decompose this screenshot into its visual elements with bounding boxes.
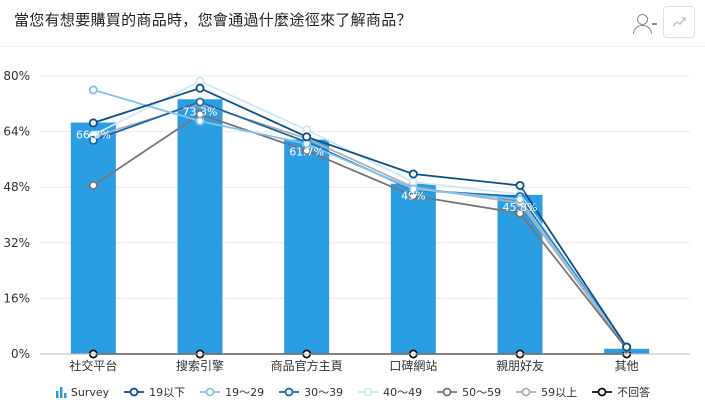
data-point bbox=[408, 184, 418, 194]
legend-item[interactable]: 59以上 bbox=[515, 384, 577, 400]
y-tick-label: 48% bbox=[3, 180, 30, 194]
chart-legend: Survey 19以下 19〜29 30〜39 40〜49 50〜59 59以上 不回答 bbox=[0, 384, 705, 400]
legend-item[interactable]: 30〜39 bbox=[278, 384, 343, 400]
y-tick-label: 0% bbox=[11, 347, 30, 361]
user-filter-icon[interactable] bbox=[631, 8, 657, 36]
y-tick-label: 32% bbox=[3, 236, 30, 250]
data-point bbox=[622, 342, 632, 352]
legend-item[interactable]: 不回答 bbox=[591, 384, 650, 400]
legend-label: 59以上 bbox=[541, 386, 578, 399]
x-tick-label: 其他 bbox=[615, 359, 639, 373]
legend-item[interactable]: 50〜59 bbox=[436, 384, 501, 400]
data-point bbox=[88, 118, 98, 128]
x-tick-label: 親朋好友 bbox=[496, 359, 544, 373]
trend-toggle-button[interactable] bbox=[663, 6, 695, 38]
data-point bbox=[195, 83, 205, 93]
line-marker-icon bbox=[437, 387, 458, 397]
bar-data-label: 61.7% bbox=[289, 146, 324, 159]
legend-label: Survey bbox=[70, 385, 110, 399]
data-point bbox=[195, 116, 205, 126]
data-point bbox=[515, 194, 525, 204]
data-point bbox=[408, 169, 418, 179]
y-tick-label: 80% bbox=[3, 69, 30, 83]
y-tick-label: 16% bbox=[3, 291, 30, 305]
series-line bbox=[93, 89, 628, 348]
legend-label: 30〜39 bbox=[304, 386, 344, 399]
chart-title: 當您有想要購買的商品時，您會通過什麼途徑來了解商品？ bbox=[14, 11, 412, 29]
bar-chart-icon bbox=[55, 387, 67, 398]
x-tick-label: 口碑網站 bbox=[389, 358, 437, 373]
y-tick-label: 64% bbox=[3, 125, 30, 139]
legend-item[interactable]: 19以下 bbox=[123, 384, 185, 400]
bar-data-label: 45.8% bbox=[503, 201, 538, 214]
x-tick-label: 搜索引擎 bbox=[176, 358, 224, 373]
bar bbox=[390, 183, 436, 354]
legend-item[interactable]: Survey bbox=[55, 384, 109, 400]
data-point bbox=[88, 135, 98, 145]
trend-icon bbox=[672, 17, 686, 27]
series-line bbox=[92, 113, 628, 350]
data-point bbox=[515, 208, 525, 218]
data-point bbox=[195, 97, 205, 107]
data-point bbox=[515, 180, 525, 190]
header-divider bbox=[0, 46, 705, 47]
legend-label: 19以下 bbox=[149, 386, 186, 399]
legend-label: 19〜29 bbox=[225, 386, 265, 399]
line-marker-icon bbox=[516, 387, 537, 397]
line-marker-icon bbox=[124, 387, 145, 397]
line-marker-icon bbox=[200, 387, 221, 397]
legend-item[interactable]: 19〜29 bbox=[199, 384, 264, 400]
legend-label: 50〜59 bbox=[462, 386, 502, 399]
legend-label: 40〜49 bbox=[383, 386, 423, 399]
bar-data-label: 66.6% bbox=[76, 129, 111, 142]
chart-area: 0% 16% 32% 48% 64% 80% 社交平台 搜索引擎 商品官方主頁 口碑網站 親朋好友 其… bbox=[3, 69, 690, 373]
line-marker-icon bbox=[279, 387, 300, 397]
x-tick-label: 社交平台 bbox=[69, 358, 117, 373]
bar-data-label: 49% bbox=[401, 190, 425, 203]
data-point bbox=[88, 180, 98, 190]
data-point bbox=[302, 132, 312, 142]
legend-label: 不回答 bbox=[617, 386, 651, 399]
toolbar bbox=[631, 6, 695, 38]
legend-item[interactable]: 40〜49 bbox=[357, 384, 422, 400]
bar bbox=[284, 139, 330, 354]
series-line bbox=[92, 80, 628, 348]
bar-data-label: 73.3% bbox=[183, 105, 218, 118]
line-marker-icon bbox=[358, 387, 379, 397]
bar bbox=[70, 122, 116, 354]
bar bbox=[177, 99, 223, 354]
x-tick-label: 商品官方主頁 bbox=[271, 358, 343, 373]
data-point bbox=[88, 85, 98, 95]
line-marker-icon bbox=[592, 387, 613, 397]
series-line bbox=[93, 87, 628, 348]
